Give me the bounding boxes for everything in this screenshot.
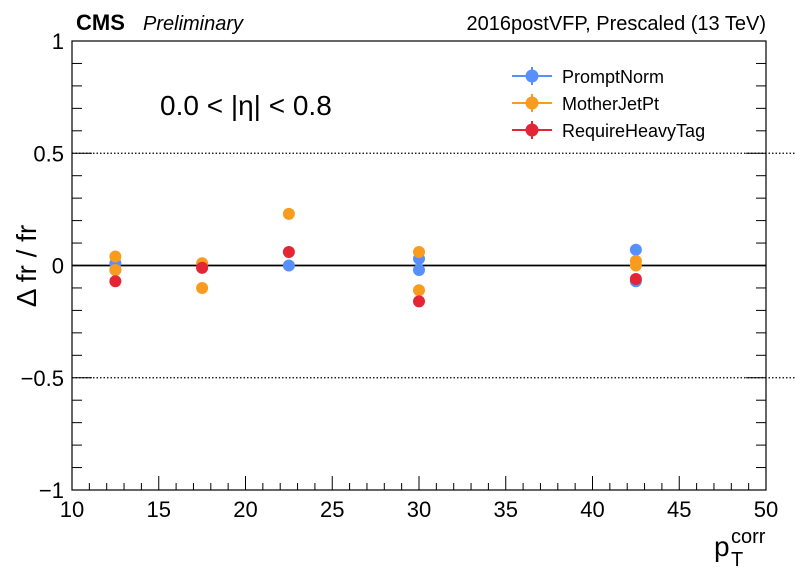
- x-tick-label: 15: [147, 497, 171, 522]
- legend-entry-motherjetpt: MotherJetPt: [512, 94, 659, 114]
- y-axis: −1 −0.5 0 0.5 1: [21, 29, 766, 503]
- legend-marker: [525, 69, 539, 83]
- data-point-requireheavytag: [196, 261, 209, 274]
- legend-label: PromptNorm: [562, 67, 664, 87]
- data-point-promptnorm: [413, 263, 425, 276]
- legend-marker: [525, 123, 539, 137]
- x-tick-label: 35: [494, 497, 518, 522]
- y-tick-label: −0.5: [21, 366, 64, 391]
- plot-frame: [71, 40, 767, 491]
- x-axis-title-sup: corr: [731, 526, 766, 548]
- x-tick-label: 25: [320, 497, 344, 522]
- y-tick-label: 0: [52, 254, 64, 279]
- data-point-motherjetpt: [109, 263, 122, 276]
- data-point-motherjetpt: [196, 281, 209, 294]
- data-point-motherjetpt: [282, 207, 295, 220]
- x-axis-title: p T corr: [714, 526, 766, 571]
- data-point-requireheavytag: [629, 272, 642, 285]
- legend-entry-requireheavytag: RequireHeavyTag: [512, 121, 705, 141]
- data-point-requireheavytag: [413, 295, 425, 308]
- x-tick-label: 45: [667, 497, 691, 522]
- data-point-motherjetpt: [109, 250, 122, 263]
- data-point-requireheavytag: [109, 275, 122, 288]
- legend-label: RequireHeavyTag: [562, 121, 705, 141]
- status-label: Preliminary: [143, 13, 244, 35]
- x-tick-label: 30: [407, 497, 431, 522]
- y-axis-title: Δ fr / fr: [11, 225, 42, 307]
- legend-marker: [525, 96, 539, 110]
- y-tick-label: 1: [52, 29, 64, 54]
- x-tick-label: 20: [233, 497, 257, 522]
- reference-lines: [72, 152, 796, 379]
- x-tick-label: 10: [60, 497, 84, 522]
- x-tick-label: 50: [754, 497, 778, 522]
- x-tick-label: 40: [580, 497, 604, 522]
- x-axis-title-sub: T: [731, 549, 743, 571]
- data-markers: [109, 207, 642, 308]
- data-point-promptnorm: [282, 259, 295, 272]
- x-axis: 10 15 20 25 30 35 40 45 50: [60, 476, 778, 522]
- eta-region-label: 0.0 < |η| < 0.8: [160, 90, 332, 121]
- legend-label: MotherJetPt: [562, 94, 659, 114]
- data-point-promptnorm: [629, 243, 642, 256]
- y-tick-label: 0.5: [33, 141, 64, 166]
- run-info-label: 2016postVFP, Prescaled (13 TeV): [467, 13, 766, 35]
- legend-entry-promptnorm: PromptNorm: [512, 67, 664, 87]
- legend: PromptNorm MotherJetPt RequireHeavyTag: [512, 67, 705, 141]
- y-tick-label: −1: [39, 478, 64, 503]
- data-point-motherjetpt: [413, 284, 425, 297]
- data-point-requireheavytag: [282, 246, 295, 259]
- data-point-motherjetpt: [629, 259, 642, 272]
- data-point-motherjetpt: [413, 246, 425, 259]
- experiment-label: CMS: [76, 10, 125, 35]
- x-axis-title-main: p: [714, 531, 730, 562]
